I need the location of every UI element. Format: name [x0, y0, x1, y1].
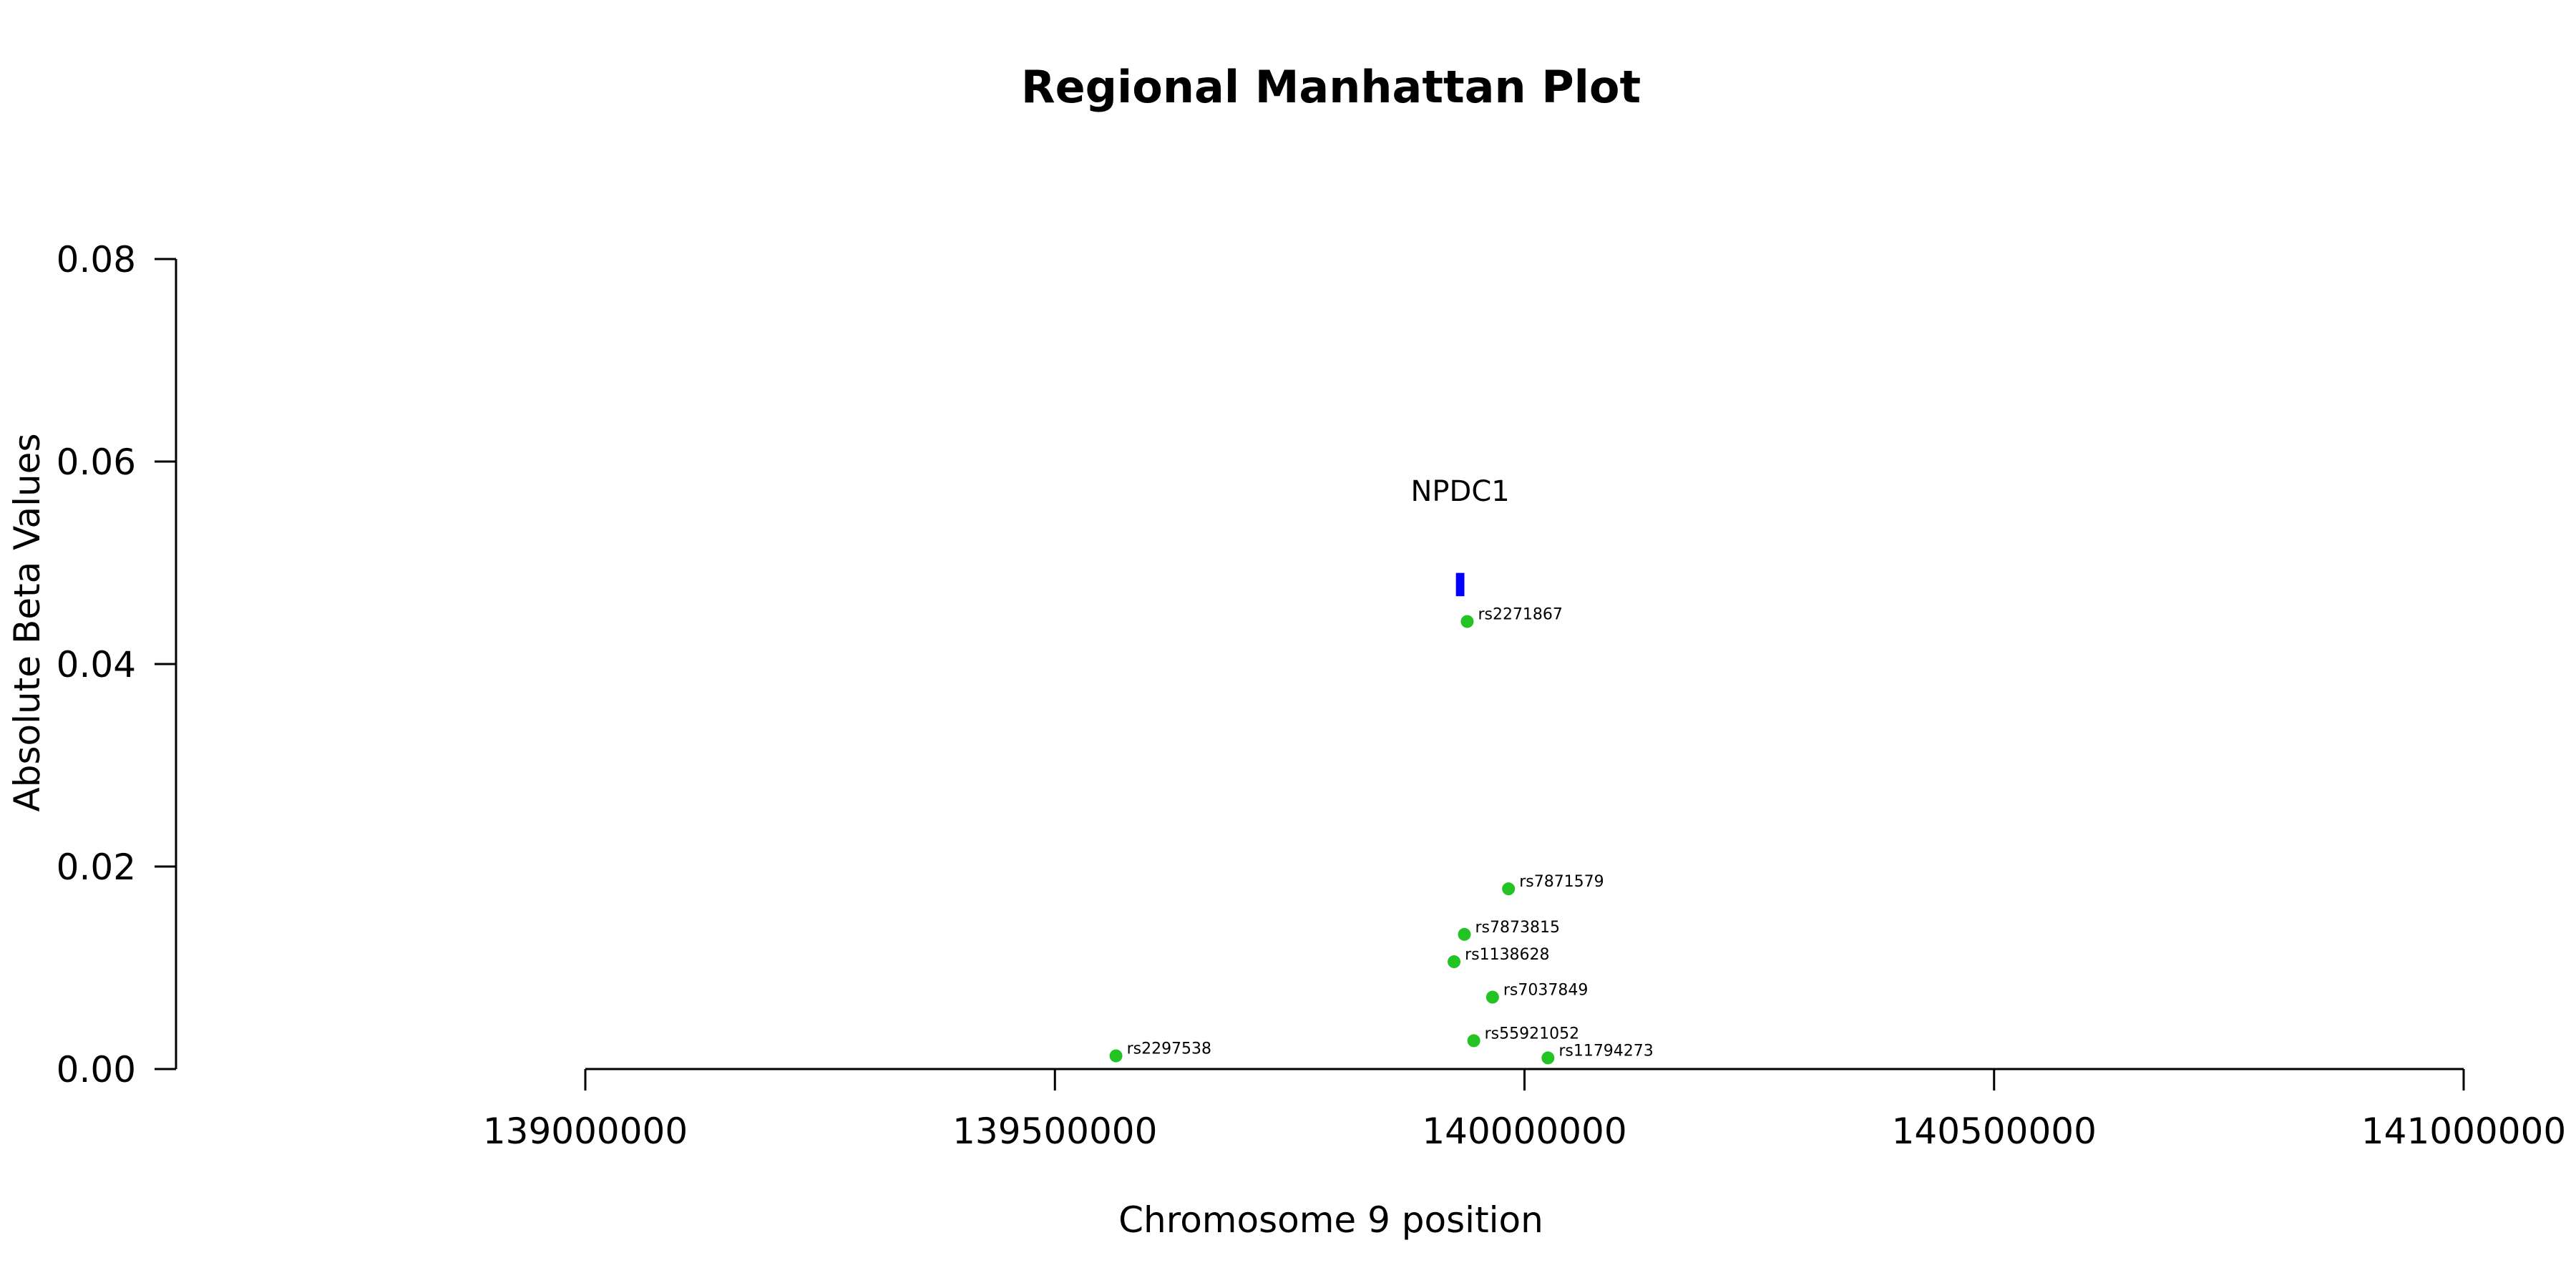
y-tick-label: 0.06 [57, 441, 136, 483]
snp-label: rs7037849 [1503, 982, 1589, 1000]
snp-point [1460, 615, 1474, 628]
x-tick-label: 139500000 [952, 1111, 1157, 1152]
snp-label: rs7871579 [1519, 873, 1604, 891]
snp-points: rs2297538 rs2271867 rs7871579 rs7873815 rs11… [1109, 606, 1654, 1065]
y-tick-label: 0.00 [57, 1049, 136, 1091]
snp-label: rs11794273 [1558, 1042, 1653, 1060]
y-tick-label: 0.08 [57, 239, 136, 280]
snp-label: rs7873815 [1475, 919, 1561, 937]
snp-label: rs1138628 [1465, 946, 1550, 964]
x-tick-label: 140000000 [1422, 1111, 1626, 1152]
snp-label: rs2297538 [1127, 1040, 1212, 1058]
x-tick-label: 139000000 [483, 1111, 688, 1152]
y-axis: 0.00 0.02 0.04 0.06 0.08 [57, 239, 177, 1091]
y-tick-label: 0.04 [57, 644, 136, 686]
x-tick-label: 140500000 [1892, 1111, 2097, 1152]
snp-point [1485, 990, 1499, 1004]
gene-track: NPDC1 [1410, 475, 1510, 597]
snp-point [1109, 1049, 1123, 1063]
gene-bar [1455, 572, 1465, 597]
y-tick-label: 0.02 [57, 847, 136, 888]
snp-point [1502, 882, 1516, 896]
snp-point [1448, 955, 1461, 969]
chart-title: Regional Manhattan Plot [1021, 61, 1641, 113]
y-axis-label: Absolute Beta Values [6, 434, 48, 812]
snp-point [1458, 927, 1471, 941]
gene-label: NPDC1 [1410, 475, 1509, 508]
x-tick-label: 141000000 [2361, 1111, 2566, 1152]
snp-label: rs2271867 [1478, 606, 1563, 624]
x-axis-label: Chromosome 9 position [1118, 1199, 1543, 1241]
x-axis: 139000000 139500000 140000000 140500000 1410… [483, 1068, 2566, 1152]
snp-point [1467, 1034, 1480, 1048]
snp-point [1541, 1051, 1555, 1065]
snp-label: rs55921052 [1485, 1025, 1579, 1043]
